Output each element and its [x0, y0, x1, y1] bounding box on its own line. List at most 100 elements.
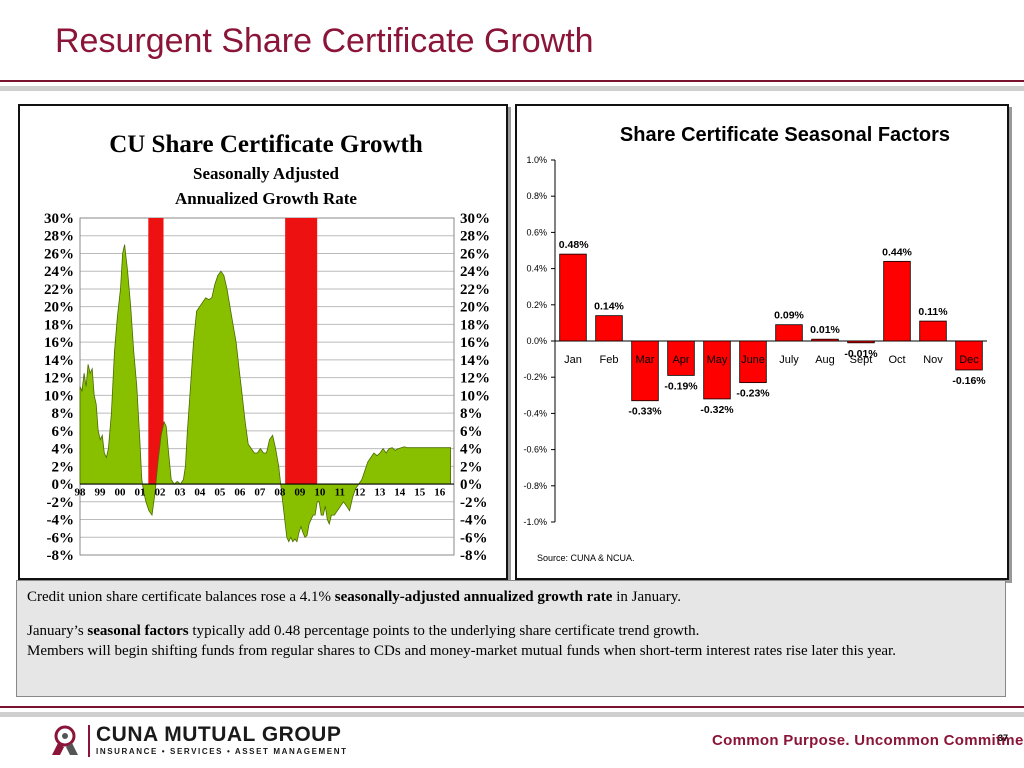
company-logo: CUNA MUTUAL GROUP INSURANCE • SERVICES •… [48, 723, 346, 759]
seasonal-category-label: Aug [815, 354, 835, 366]
seasonal-category-label: June [741, 354, 765, 366]
seasonal-bar [595, 315, 623, 342]
company-tagline: INSURANCE • SERVICES • ASSET MANAGEMENT [96, 747, 348, 756]
growth-y-tick-right: 2% [460, 459, 483, 475]
growth-chart-subtitle-1: Seasonally Adjusted [193, 164, 339, 183]
growth-x-tick: 03 [174, 487, 186, 499]
growth-y-tick-left: -4% [47, 513, 75, 529]
growth-y-tick-left: 0% [52, 477, 75, 493]
bottom-rule-shadow [0, 712, 1024, 717]
seasonal-y-tick: -0.4% [523, 408, 547, 418]
growth-x-tick: 07 [254, 487, 265, 499]
seasonal-chart: Share Certificate Seasonal Factors 1.0% 0… [523, 124, 987, 563]
growth-x-tick: 13 [374, 487, 386, 499]
top-rule-shadow [0, 86, 1024, 91]
seasonal-y-tick: 0.0% [526, 336, 547, 346]
seasonal-value-label: 0.48% [559, 239, 589, 251]
growth-x-tick: 08 [274, 487, 286, 499]
growth-x-tick: 02 [154, 487, 166, 499]
growth-x-tick: 09 [294, 487, 306, 499]
growth-x-tick: 12 [354, 487, 366, 499]
growth-y-tick-right: 20% [460, 300, 490, 316]
growth-chart-panel: CU Share Certificate Growth Seasonally A… [18, 104, 508, 580]
seasonal-chart-title: Share Certificate Seasonal Factors [620, 124, 950, 146]
seasonal-bar [847, 340, 875, 344]
seasonal-bar [667, 340, 695, 376]
growth-highlight-band [285, 218, 318, 485]
seasonal-y-tick: 0.8% [526, 191, 547, 201]
logo-mark-icon [52, 725, 78, 755]
growth-y-tick-right: 10% [460, 388, 490, 404]
growth-y-tick-left: -6% [47, 530, 75, 546]
growth-x-tick: 99 [94, 487, 106, 499]
growth-y-tick-right: 6% [460, 424, 483, 440]
growth-y-tick-left: 20% [44, 300, 74, 316]
seasonal-category-label: Oct [888, 354, 905, 366]
company-name: CUNA MUTUAL GROUP [96, 723, 342, 746]
seasonal-y-tick: 1.0% [526, 155, 547, 165]
seasonal-y-tick: 0.2% [526, 300, 547, 310]
seasonal-value-label: -0.33% [628, 406, 662, 418]
seasonal-value-label: -0.01% [844, 348, 878, 360]
seasonal-category-label: Feb [600, 354, 619, 366]
growth-x-tick: 16 [434, 487, 446, 499]
growth-chart-title: CU Share Certificate Growth [109, 131, 423, 158]
seasonal-category-label: Mar [636, 354, 655, 366]
source-note: Source: CUNA & NCUA. [537, 553, 635, 563]
seasonal-value-label: -0.16% [952, 375, 986, 387]
seasonal-bar [775, 324, 803, 342]
growth-y-tick-right: 18% [460, 317, 490, 333]
growth-x-tick: 00 [114, 487, 126, 499]
growth-y-tick-left: 16% [44, 335, 74, 351]
seasonal-category-label: Sept [850, 354, 873, 366]
growth-y-tick-right: 24% [460, 264, 490, 280]
seasonal-category-label: Dec [959, 354, 979, 366]
seasonal-value-label: 0.44% [882, 246, 912, 258]
seasonal-y-tick: -1.0% [523, 517, 547, 527]
top-rule [0, 80, 1024, 82]
seasonal-y-tick: -0.2% [523, 372, 547, 382]
logo-divider [88, 725, 90, 757]
seasonal-y-tick: -0.8% [523, 481, 547, 491]
growth-y-tick-right: 0% [460, 477, 483, 493]
growth-y-tick-right: 12% [460, 371, 490, 387]
page-number: 37 [998, 733, 1009, 743]
commentary-line-3: Members will begin shifting funds from r… [27, 643, 896, 659]
seasonal-category-label: July [779, 354, 799, 366]
seasonal-category-label: Jan [564, 354, 582, 366]
bottom-rule [0, 706, 1024, 708]
growth-chart: CU Share Certificate Growth Seasonally A… [44, 131, 490, 564]
commentary-box: Credit union share certificate balances … [16, 580, 1006, 697]
growth-x-tick: 15 [414, 487, 426, 499]
seasonal-bar [955, 340, 983, 371]
growth-y-tick-right: 4% [460, 442, 483, 458]
growth-y-tick-right: -6% [460, 530, 488, 546]
growth-y-tick-left: 22% [44, 282, 74, 298]
growth-y-tick-left: 18% [44, 317, 74, 333]
seasonal-bar [883, 260, 911, 342]
growth-x-tick: 04 [194, 487, 206, 499]
growth-y-tick-left: -2% [47, 495, 75, 511]
growth-y-tick-right: 14% [460, 353, 490, 369]
growth-y-tick-left: 28% [44, 229, 74, 245]
growth-chart-subtitle-2: Annualized Growth Rate [175, 189, 357, 208]
growth-x-tick: 10 [314, 487, 326, 499]
commentary-line-1: Credit union share certificate balances … [27, 589, 682, 605]
growth-y-tick-left: 24% [44, 264, 74, 280]
commentary-line-2: January’s seasonal factors typically add… [27, 623, 700, 639]
growth-y-tick-left: 4% [52, 442, 75, 458]
growth-y-tick-left: 12% [44, 371, 74, 387]
seasonal-bar [559, 253, 587, 342]
seasonal-y-tick: 0.4% [526, 264, 547, 274]
growth-y-tick-right: 26% [460, 246, 490, 262]
growth-y-tick-left: 30% [44, 211, 74, 227]
growth-area-series [79, 244, 451, 543]
seasonal-y-tick: 0.6% [526, 227, 547, 237]
seasonal-value-label: 0.14% [594, 301, 624, 313]
seasonal-value-label: -0.23% [736, 388, 770, 400]
seasonal-chart-panel: Share Certificate Seasonal Factors 1.0% 0… [515, 104, 1009, 580]
growth-x-tick: 14 [394, 487, 406, 499]
slide-title: Resurgent Share Certificate Growth [55, 22, 594, 60]
seasonal-bar [919, 320, 947, 342]
growth-y-tick-left: 10% [44, 388, 74, 404]
